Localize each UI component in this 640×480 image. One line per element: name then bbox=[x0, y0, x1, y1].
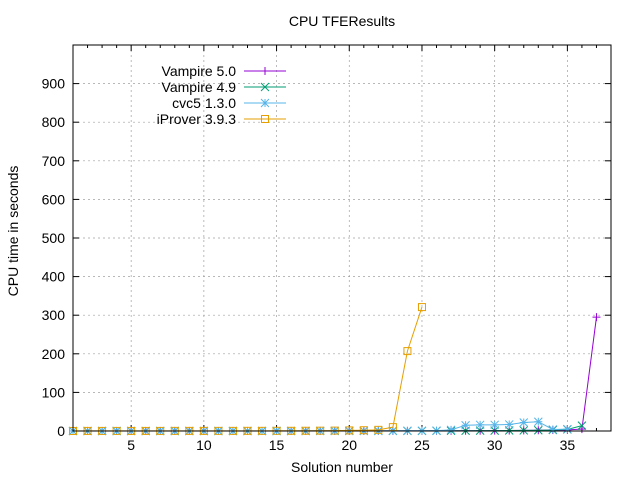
data-point bbox=[533, 417, 543, 427]
data-point bbox=[446, 425, 456, 435]
data-point bbox=[548, 425, 558, 434]
axis-ticks: 0 100 200 300 400 500 600 700 800 900 5 10 15 20 25 30 3… bbox=[42, 45, 612, 453]
y-tick-label: 200 bbox=[42, 346, 66, 362]
data-point bbox=[345, 426, 354, 435]
legend-label: Vampire 4.9 bbox=[162, 79, 237, 95]
x-tick-label: 15 bbox=[269, 437, 285, 453]
data-point bbox=[519, 426, 529, 435]
x-axis-label: Solution number bbox=[291, 459, 393, 475]
legend-marker bbox=[261, 67, 269, 75]
x-tick-label: 5 bbox=[127, 437, 135, 453]
y-tick-label: 300 bbox=[42, 307, 66, 323]
data-point bbox=[475, 420, 485, 430]
data-point bbox=[417, 303, 426, 312]
series-line bbox=[73, 317, 597, 432]
data-point bbox=[374, 425, 383, 434]
y-tick-label: 900 bbox=[42, 76, 66, 92]
legend-label: Vampire 5.0 bbox=[162, 63, 237, 79]
y-tick-label: 600 bbox=[42, 191, 66, 207]
y-tick-label: 700 bbox=[42, 153, 66, 169]
x-tick-label: 30 bbox=[487, 437, 503, 453]
legend-label: iProver 3.9.3 bbox=[157, 111, 237, 127]
y-tick-label: 400 bbox=[42, 269, 66, 285]
legend-marker bbox=[260, 82, 270, 92]
data-point bbox=[577, 421, 587, 430]
chart-title: CPU TFEResults bbox=[289, 13, 395, 29]
y-tick-label: 500 bbox=[42, 230, 66, 246]
data-point bbox=[563, 424, 572, 434]
data-point bbox=[533, 425, 543, 435]
data-point bbox=[490, 420, 500, 430]
legend-entry: iProver 3.9.3 bbox=[157, 111, 286, 127]
y-tick-label: 0 bbox=[57, 423, 65, 439]
y-tick-label: 800 bbox=[42, 114, 66, 130]
x-tick-label: 35 bbox=[560, 437, 576, 453]
legend-label: cvc5 1.3.0 bbox=[172, 95, 236, 111]
data-point bbox=[592, 313, 601, 322]
legend-marker bbox=[260, 98, 270, 108]
y-tick-label: 100 bbox=[42, 384, 66, 400]
series-line bbox=[72, 306, 423, 432]
plot-frame bbox=[72, 44, 612, 432]
legend-marker bbox=[261, 115, 269, 123]
legend-entry: cvc5 1.3.0 bbox=[172, 95, 286, 111]
x-tick-label: 20 bbox=[341, 437, 357, 453]
legend-entry: Vampire 5.0 bbox=[162, 63, 286, 79]
series-4 bbox=[69, 303, 426, 435]
y-axis-label: CPU time in seconds bbox=[5, 166, 21, 297]
grid-lines bbox=[73, 45, 611, 431]
data-point bbox=[577, 425, 586, 434]
x-tick-label: 25 bbox=[414, 437, 430, 453]
data-point bbox=[461, 420, 470, 430]
data-point bbox=[504, 420, 514, 429]
data-point bbox=[403, 347, 412, 356]
data-point bbox=[519, 418, 529, 427]
series-1 bbox=[69, 313, 601, 435]
data-point bbox=[359, 426, 368, 435]
series-lines bbox=[68, 303, 601, 436]
x-tick-label: 10 bbox=[196, 437, 212, 453]
legend-entry: Vampire 4.9 bbox=[162, 79, 286, 95]
